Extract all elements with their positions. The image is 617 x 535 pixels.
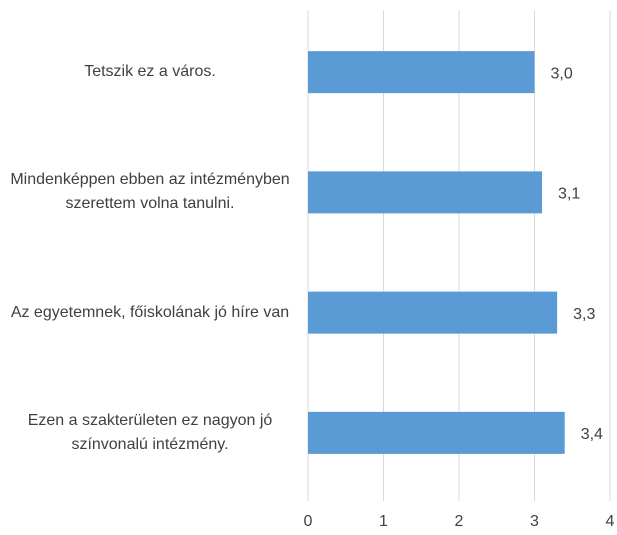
bar: [308, 291, 558, 334]
value-label: 3,4: [581, 426, 603, 443]
value-label: 3,3: [573, 306, 595, 323]
x-tick-label: 1: [379, 513, 388, 530]
x-tick-label: 2: [455, 513, 464, 530]
bar: [308, 51, 535, 94]
y-tick-label: Mindenképpen ebben az intézményben szere…: [10, 171, 290, 213]
value-label: 3,0: [551, 65, 573, 82]
x-tick-label: 4: [606, 513, 615, 530]
bar: [308, 171, 543, 214]
bar: [308, 411, 565, 454]
y-tick-label: Ezen a szakterületen ez nagyon jó színvo…: [27, 411, 273, 453]
y-tick-label: Az egyetemnek, főiskolának jó híre van: [10, 303, 290, 321]
x-tick-label: 0: [304, 513, 313, 530]
x-tick-label: 3: [530, 513, 539, 530]
y-tick-label: Tetszik ez a város.: [84, 63, 216, 81]
value-label: 3,1: [558, 186, 580, 203]
